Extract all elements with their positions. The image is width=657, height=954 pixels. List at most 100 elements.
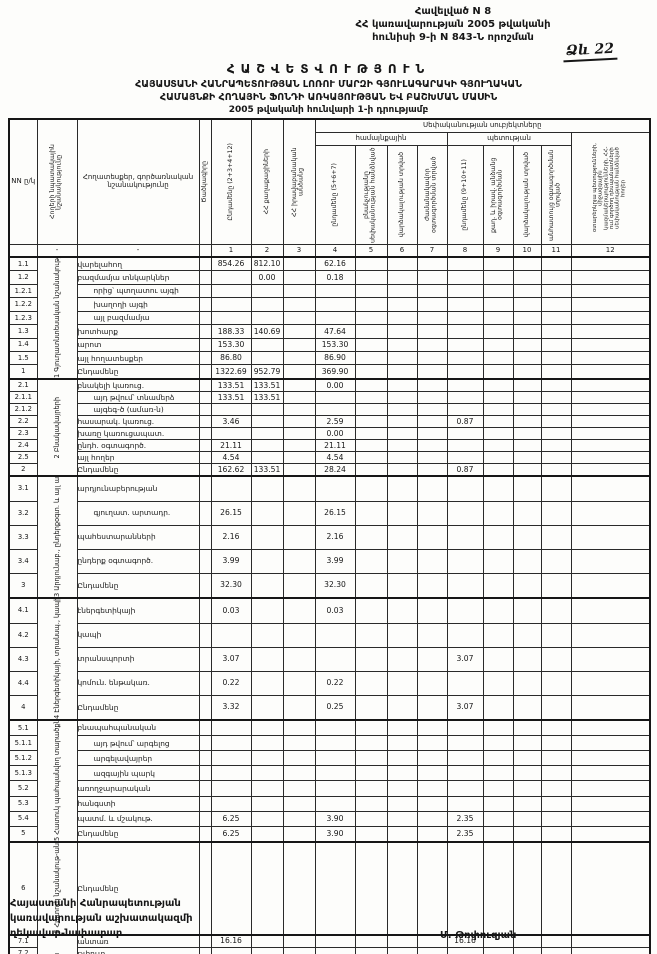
value-cell xyxy=(250,475,284,502)
value-cell xyxy=(446,283,484,299)
value-cell xyxy=(210,310,252,326)
value-cell xyxy=(354,403,388,416)
section-label-text: 4 Էներգետիկայի, տրանսպ., կապի, կոմունալ … xyxy=(53,600,61,719)
row-label: ընդհ. օգտագործ. xyxy=(76,439,200,452)
column-number: - xyxy=(76,243,200,258)
value-cell xyxy=(512,795,542,812)
land-balance-table: NN ը/կ Հողերի նպատակային նշանակությունը … xyxy=(8,118,652,954)
value-cell xyxy=(386,350,418,366)
org-line1: Հայաստանի Հանրապետության xyxy=(10,898,181,909)
col-header-state-total: ընդամենը (9+10+11) xyxy=(446,144,484,245)
row-label: խոտհարք xyxy=(76,324,200,339)
value-cell xyxy=(250,597,284,624)
value-cell xyxy=(250,572,284,599)
value-cell: 32.30 xyxy=(210,572,252,599)
row-label: այլ հողեր xyxy=(76,451,200,464)
row-nn: 5.4 xyxy=(8,810,38,827)
code-cell xyxy=(198,451,212,464)
value-cell xyxy=(416,364,448,380)
value-cell xyxy=(282,415,316,428)
value-cell: 952.79 xyxy=(250,364,284,380)
value-cell: 3.90 xyxy=(314,825,356,843)
value-cell xyxy=(386,795,418,812)
code-cell xyxy=(198,427,212,440)
value-cell xyxy=(570,500,651,526)
value-cell xyxy=(512,364,542,380)
appendix-line1: Հավելված N 8 xyxy=(414,6,492,17)
value-cell: 0.00 xyxy=(314,427,356,440)
table-row: 1.2.2 խաղողի այգի xyxy=(8,297,651,312)
value-cell xyxy=(446,256,484,272)
row-label: Ընդամենը xyxy=(76,694,200,721)
value-cell xyxy=(354,810,388,827)
value-cell xyxy=(354,795,388,812)
value-cell xyxy=(446,500,484,526)
row-nn: 4.4 xyxy=(8,670,38,696)
value-cell xyxy=(570,597,651,624)
value-cell xyxy=(250,297,284,312)
value-cell: 21.11 xyxy=(314,439,356,452)
value-cell xyxy=(416,324,448,339)
value-cell xyxy=(210,283,252,299)
value-cell xyxy=(570,780,651,797)
value-cell xyxy=(482,427,514,440)
row-nn: 4.2 xyxy=(8,622,38,648)
value-cell xyxy=(250,946,284,954)
row-nn: 1.2.2 xyxy=(8,297,38,312)
value-cell xyxy=(282,378,316,392)
value-cell xyxy=(354,946,388,954)
group-header-ownership: Սեփականության սուբյեկտները xyxy=(314,118,651,133)
value-cell xyxy=(282,403,316,416)
code-cell xyxy=(198,439,212,452)
value-cell xyxy=(416,946,448,954)
value-cell xyxy=(482,572,514,599)
value-cell xyxy=(386,378,418,392)
value-cell xyxy=(446,451,484,464)
value-cell xyxy=(570,795,651,812)
value-cell xyxy=(250,500,284,526)
value-cell xyxy=(354,524,388,550)
section-label-text: 5 Հատուկ պահպանվող տարածքների xyxy=(52,720,61,841)
value-cell xyxy=(386,310,418,326)
value-cell: 6.25 xyxy=(210,825,252,843)
value-cell: 153.30 xyxy=(314,337,356,353)
value-cell xyxy=(354,841,388,936)
value-cell: 0.22 xyxy=(314,670,356,696)
value-cell xyxy=(282,750,316,767)
value-cell xyxy=(282,256,316,272)
value-cell xyxy=(354,324,388,339)
value-cell xyxy=(540,795,572,812)
value-cell xyxy=(386,646,418,672)
value-cell xyxy=(570,310,651,326)
value-cell xyxy=(446,391,484,404)
value-cell xyxy=(416,780,448,797)
value-cell xyxy=(282,350,316,366)
value-cell xyxy=(446,524,484,550)
table-row: 3 Ընդամենը 32.30 32.30 xyxy=(8,572,651,599)
value-cell: 3.07 xyxy=(446,646,484,672)
table-row: 3.3 պահեստարանների 2.16 2.16 xyxy=(8,524,651,550)
code-cell xyxy=(198,670,212,696)
code-cell xyxy=(198,646,212,672)
subtitle-line3: 2005 թվականի հունվարի 1-ի դրությամբ xyxy=(228,104,429,115)
value-cell xyxy=(446,719,484,737)
value-cell xyxy=(540,670,572,696)
value-cell xyxy=(446,946,484,954)
column-number: 5 xyxy=(354,243,388,258)
value-cell xyxy=(540,415,572,428)
value-cell xyxy=(416,719,448,737)
value-cell: 21.11 xyxy=(210,439,252,452)
value-cell xyxy=(512,283,542,299)
value-cell xyxy=(540,524,572,550)
value-cell: 2.35 xyxy=(446,825,484,843)
value-cell xyxy=(446,548,484,574)
value-cell xyxy=(570,719,651,737)
value-cell xyxy=(570,256,651,272)
table-row: 5.2 առողջարարական xyxy=(8,780,651,797)
value-cell xyxy=(570,270,651,285)
value-cell xyxy=(250,810,284,827)
value-cell xyxy=(416,765,448,782)
value-cell xyxy=(282,391,316,404)
value-cell xyxy=(386,427,418,440)
value-cell xyxy=(512,841,542,936)
